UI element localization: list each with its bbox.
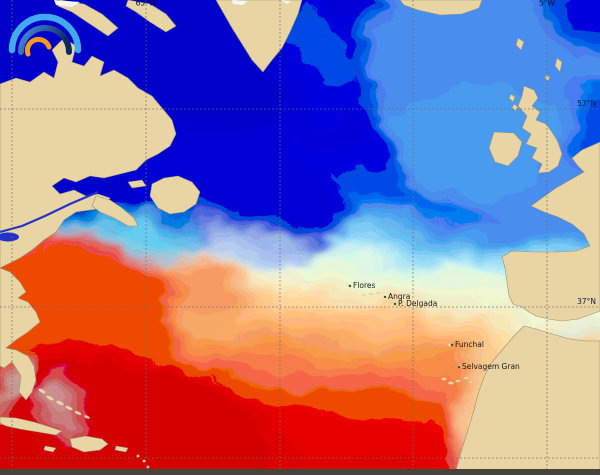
place-label-funchal: Funchal	[455, 340, 484, 349]
cold-tongue-labrador	[113, 113, 347, 267]
land-shetland-islands	[554, 57, 563, 73]
land-faroe-islands	[515, 37, 525, 51]
place-marker-flores	[348, 284, 352, 288]
ice-cap-greenland	[232, 0, 248, 5]
land-cuba	[0, 416, 63, 436]
place-marker-funchal	[450, 343, 454, 347]
florida-shelf-shallows	[0, 363, 12, 407]
land-bahamas	[38, 388, 90, 419]
place-label-flores: Flores	[353, 281, 376, 290]
land-newfoundland	[149, 175, 201, 215]
place-marker-angra	[383, 295, 387, 299]
land-ireland	[488, 131, 523, 167]
land-us-east-coast	[0, 267, 41, 401]
land-great-britain	[517, 85, 563, 174]
land-hebrides	[508, 93, 519, 112]
land-iceland	[399, 0, 483, 16]
land-europe-france-iberia	[501, 141, 600, 322]
great-lakes-edge	[0, 232, 19, 242]
latitude-label-57n: 57°N	[577, 99, 596, 108]
land-baffin-island-east	[125, 0, 177, 33]
bottom-border-bar	[0, 469, 600, 475]
longitude-label-5w: 5°W	[539, 0, 556, 8]
place-markers	[348, 284, 461, 369]
logo-inner-arc-icon	[24, 36, 52, 57]
longitude-label-65w: 65°W	[136, 0, 157, 8]
place-marker-selvagem	[457, 365, 461, 369]
ice-cap-baffin	[54, 0, 80, 7]
land-greenland	[215, 0, 303, 73]
latitude-label-37n: 37°N	[577, 297, 596, 306]
inland-water-layer	[0, 190, 99, 242]
place-label-angra: Angra	[388, 292, 410, 301]
land-hispaniola	[69, 435, 109, 453]
logo-outer-arc-icon	[8, 13, 82, 54]
land-nova-scotia	[91, 195, 139, 227]
land-puerto-rico	[114, 445, 129, 453]
graticule-labels: 57°N 37°N 65°W 5°W	[136, 0, 596, 306]
place-marker-p-delgada	[393, 302, 397, 306]
rainbow-arcs-logo	[8, 13, 82, 57]
place-label-selvagem-gran: Selvagem Gran	[462, 362, 520, 371]
land-canary-islands	[441, 376, 473, 385]
land-jamaica	[43, 445, 57, 453]
norwegian-sea-cold-patch	[535, 0, 600, 36]
ice-layer	[54, 0, 291, 7]
ice-cap-greenland-east	[281, 0, 291, 4]
place-label-p-delgada: P. Delgada	[398, 299, 437, 308]
scotian-shelf-band	[40, 216, 190, 254]
land-orkney-islands	[544, 74, 551, 82]
place-labels-layer: Flores Angra P. Delgada Funchal Selvagem…	[348, 281, 520, 371]
land-baffin-island-west	[57, 0, 119, 37]
logo-middle-arc-icon	[18, 25, 72, 55]
azores-green-band	[310, 261, 550, 319]
st-lawrence-river	[0, 190, 99, 234]
